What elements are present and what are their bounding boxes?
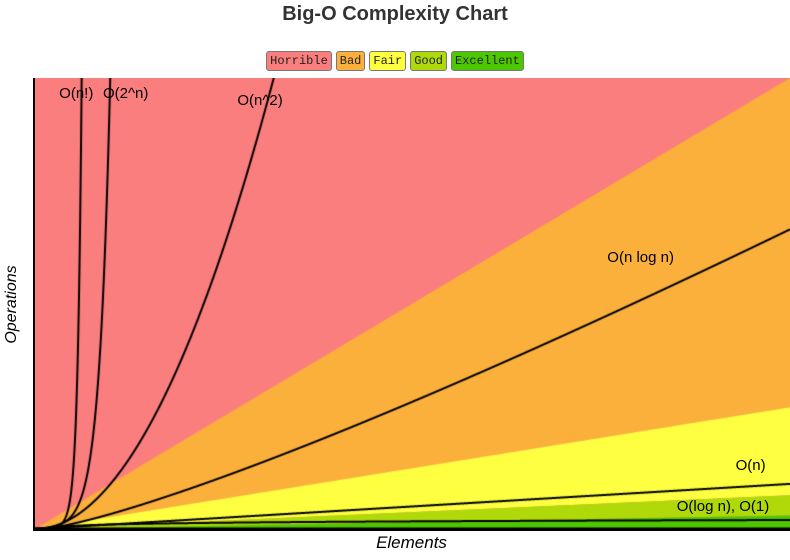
chart-title: Big-O Complexity Chart: [282, 3, 508, 25]
legend-badge-horrible: Horrible: [266, 51, 332, 71]
plot-area: O(n!) O(2^n) O(n^2) O(n log n) O(n) O(log n),…: [33, 78, 790, 531]
legend-badge-bad: Bad: [335, 51, 366, 71]
legend-badge-good: Good: [410, 51, 448, 71]
x-axis-label: Elements: [376, 533, 447, 552]
legend-badge-excellent: Excellent: [451, 51, 524, 71]
legend: Horrible Bad Fair Good Excellent: [0, 51, 790, 71]
y-axis-label: Operations: [3, 265, 20, 344]
legend-badge-fair: Fair: [369, 51, 407, 71]
plot-canvas: [35, 78, 790, 529]
